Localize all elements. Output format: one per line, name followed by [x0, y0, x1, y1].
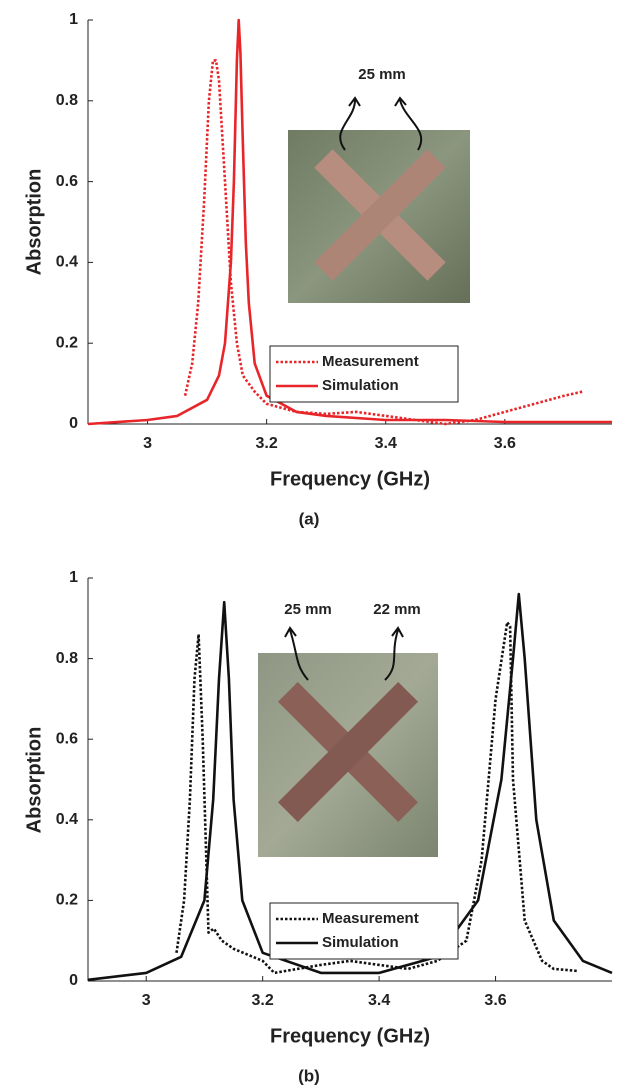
- arrow: [384, 626, 404, 681]
- y-tick-label: 0.8: [56, 92, 78, 109]
- inset-photo: [258, 653, 438, 857]
- legend-label: Simulation: [322, 377, 399, 394]
- annotation: 25 mm: [358, 66, 406, 83]
- legend-box: [269, 902, 459, 960]
- inset-photo: [288, 130, 470, 303]
- x-tick-label: 3: [143, 435, 152, 452]
- y-tick-label: 0: [69, 415, 78, 432]
- y-tick-label: 0.2: [56, 892, 78, 909]
- caption: (a): [299, 509, 320, 528]
- arrow: [394, 96, 423, 151]
- arrow: [284, 626, 309, 681]
- x-tick-label: 3.2: [252, 992, 274, 1009]
- y-axis-label: Absorption: [23, 169, 45, 276]
- annotation: 22 mm: [373, 601, 421, 618]
- y-tick-label: 0.2: [56, 334, 78, 351]
- x-tick-label: 3: [142, 992, 151, 1009]
- y-tick-label: 1: [69, 11, 78, 28]
- y-tick-label: 0.6: [56, 173, 78, 190]
- legend-box: [269, 345, 459, 403]
- legend-label: Measurement: [322, 910, 419, 927]
- legend-label: Measurement: [322, 353, 419, 370]
- x-tick-label: 3.4: [368, 992, 390, 1009]
- arrow: [339, 96, 361, 151]
- y-axis-label: Absorption: [23, 727, 45, 834]
- x-tick-label: 3.4: [375, 435, 397, 452]
- series-line: [183, 59, 583, 426]
- y-tick-label: 0.4: [56, 811, 78, 828]
- series-line: [87, 592, 613, 982]
- y-tick-label: 0.4: [56, 254, 78, 271]
- annotation: 25 mm: [284, 601, 332, 618]
- x-axis-label: Frequency (GHz): [270, 1025, 430, 1047]
- y-tick-label: 0.8: [56, 650, 78, 667]
- legend-label: Simulation: [322, 934, 399, 951]
- caption: (b): [298, 1066, 320, 1085]
- y-tick-label: 0.6: [56, 730, 78, 747]
- x-tick-label: 3.6: [494, 435, 516, 452]
- x-tick-label: 3.6: [484, 992, 506, 1009]
- series-line: [87, 18, 612, 426]
- x-axis-label: Frequency (GHz): [270, 468, 430, 490]
- y-tick-label: 0: [69, 972, 78, 989]
- x-tick-label: 3.2: [256, 435, 278, 452]
- y-tick-label: 1: [69, 569, 78, 586]
